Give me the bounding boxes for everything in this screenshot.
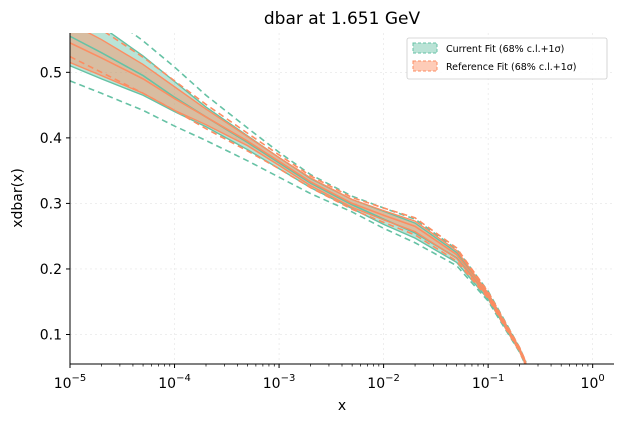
y-tick-label: 0.4	[40, 131, 62, 147]
x-tick-label: 10−5	[54, 373, 87, 392]
y-tick-label: 0.1	[40, 328, 62, 344]
y-axis-label: xdbar(x)	[10, 168, 26, 228]
current-fit-1sigma-lower	[70, 80, 526, 364]
reference-fit-upper-edge	[87, 33, 527, 363]
x-ticks: 10−5 10−4 10−3 10−2 10−1 100	[54, 364, 605, 392]
y-tick-label: 0.5	[40, 65, 62, 81]
legend-frame	[406, 37, 608, 80]
reference-fit-1sigma-upper	[104, 33, 527, 363]
x-tick-label: 100	[581, 373, 605, 392]
reference-fit-1sigma-lower	[70, 55, 526, 364]
x-tick-label: 10−3	[263, 373, 296, 392]
plot-area	[70, 33, 527, 364]
x-axis-label: x	[338, 398, 346, 414]
reference-fit-central-line	[70, 42, 527, 364]
legend-label-reference: Reference Fit (68% c.l.+1σ)	[446, 62, 577, 73]
y-tick-label: 0.2	[40, 262, 62, 278]
y-ticks: 0.1 0.2 0.3 0.4 0.5	[40, 65, 70, 344]
legend-swatch-current	[412, 42, 438, 54]
x-tick-label: 10−2	[367, 373, 400, 392]
reference-fit-band	[70, 33, 526, 364]
current-fit-lower-edge	[70, 65, 527, 364]
legend-swatch-reference	[412, 60, 438, 72]
x-tick-label: 10−1	[472, 373, 505, 392]
chart-title: dbar at 1.651 GeV	[264, 9, 421, 29]
x-tick-label: 10−4	[158, 373, 191, 392]
y-tick-label: 0.3	[40, 196, 62, 212]
legend: Current Fit (68% c.l.+1σ) Reference Fit (…	[406, 37, 608, 80]
grid	[69, 33, 614, 364]
legend-label-current: Current Fit (68% c.l.+1σ)	[446, 44, 564, 55]
